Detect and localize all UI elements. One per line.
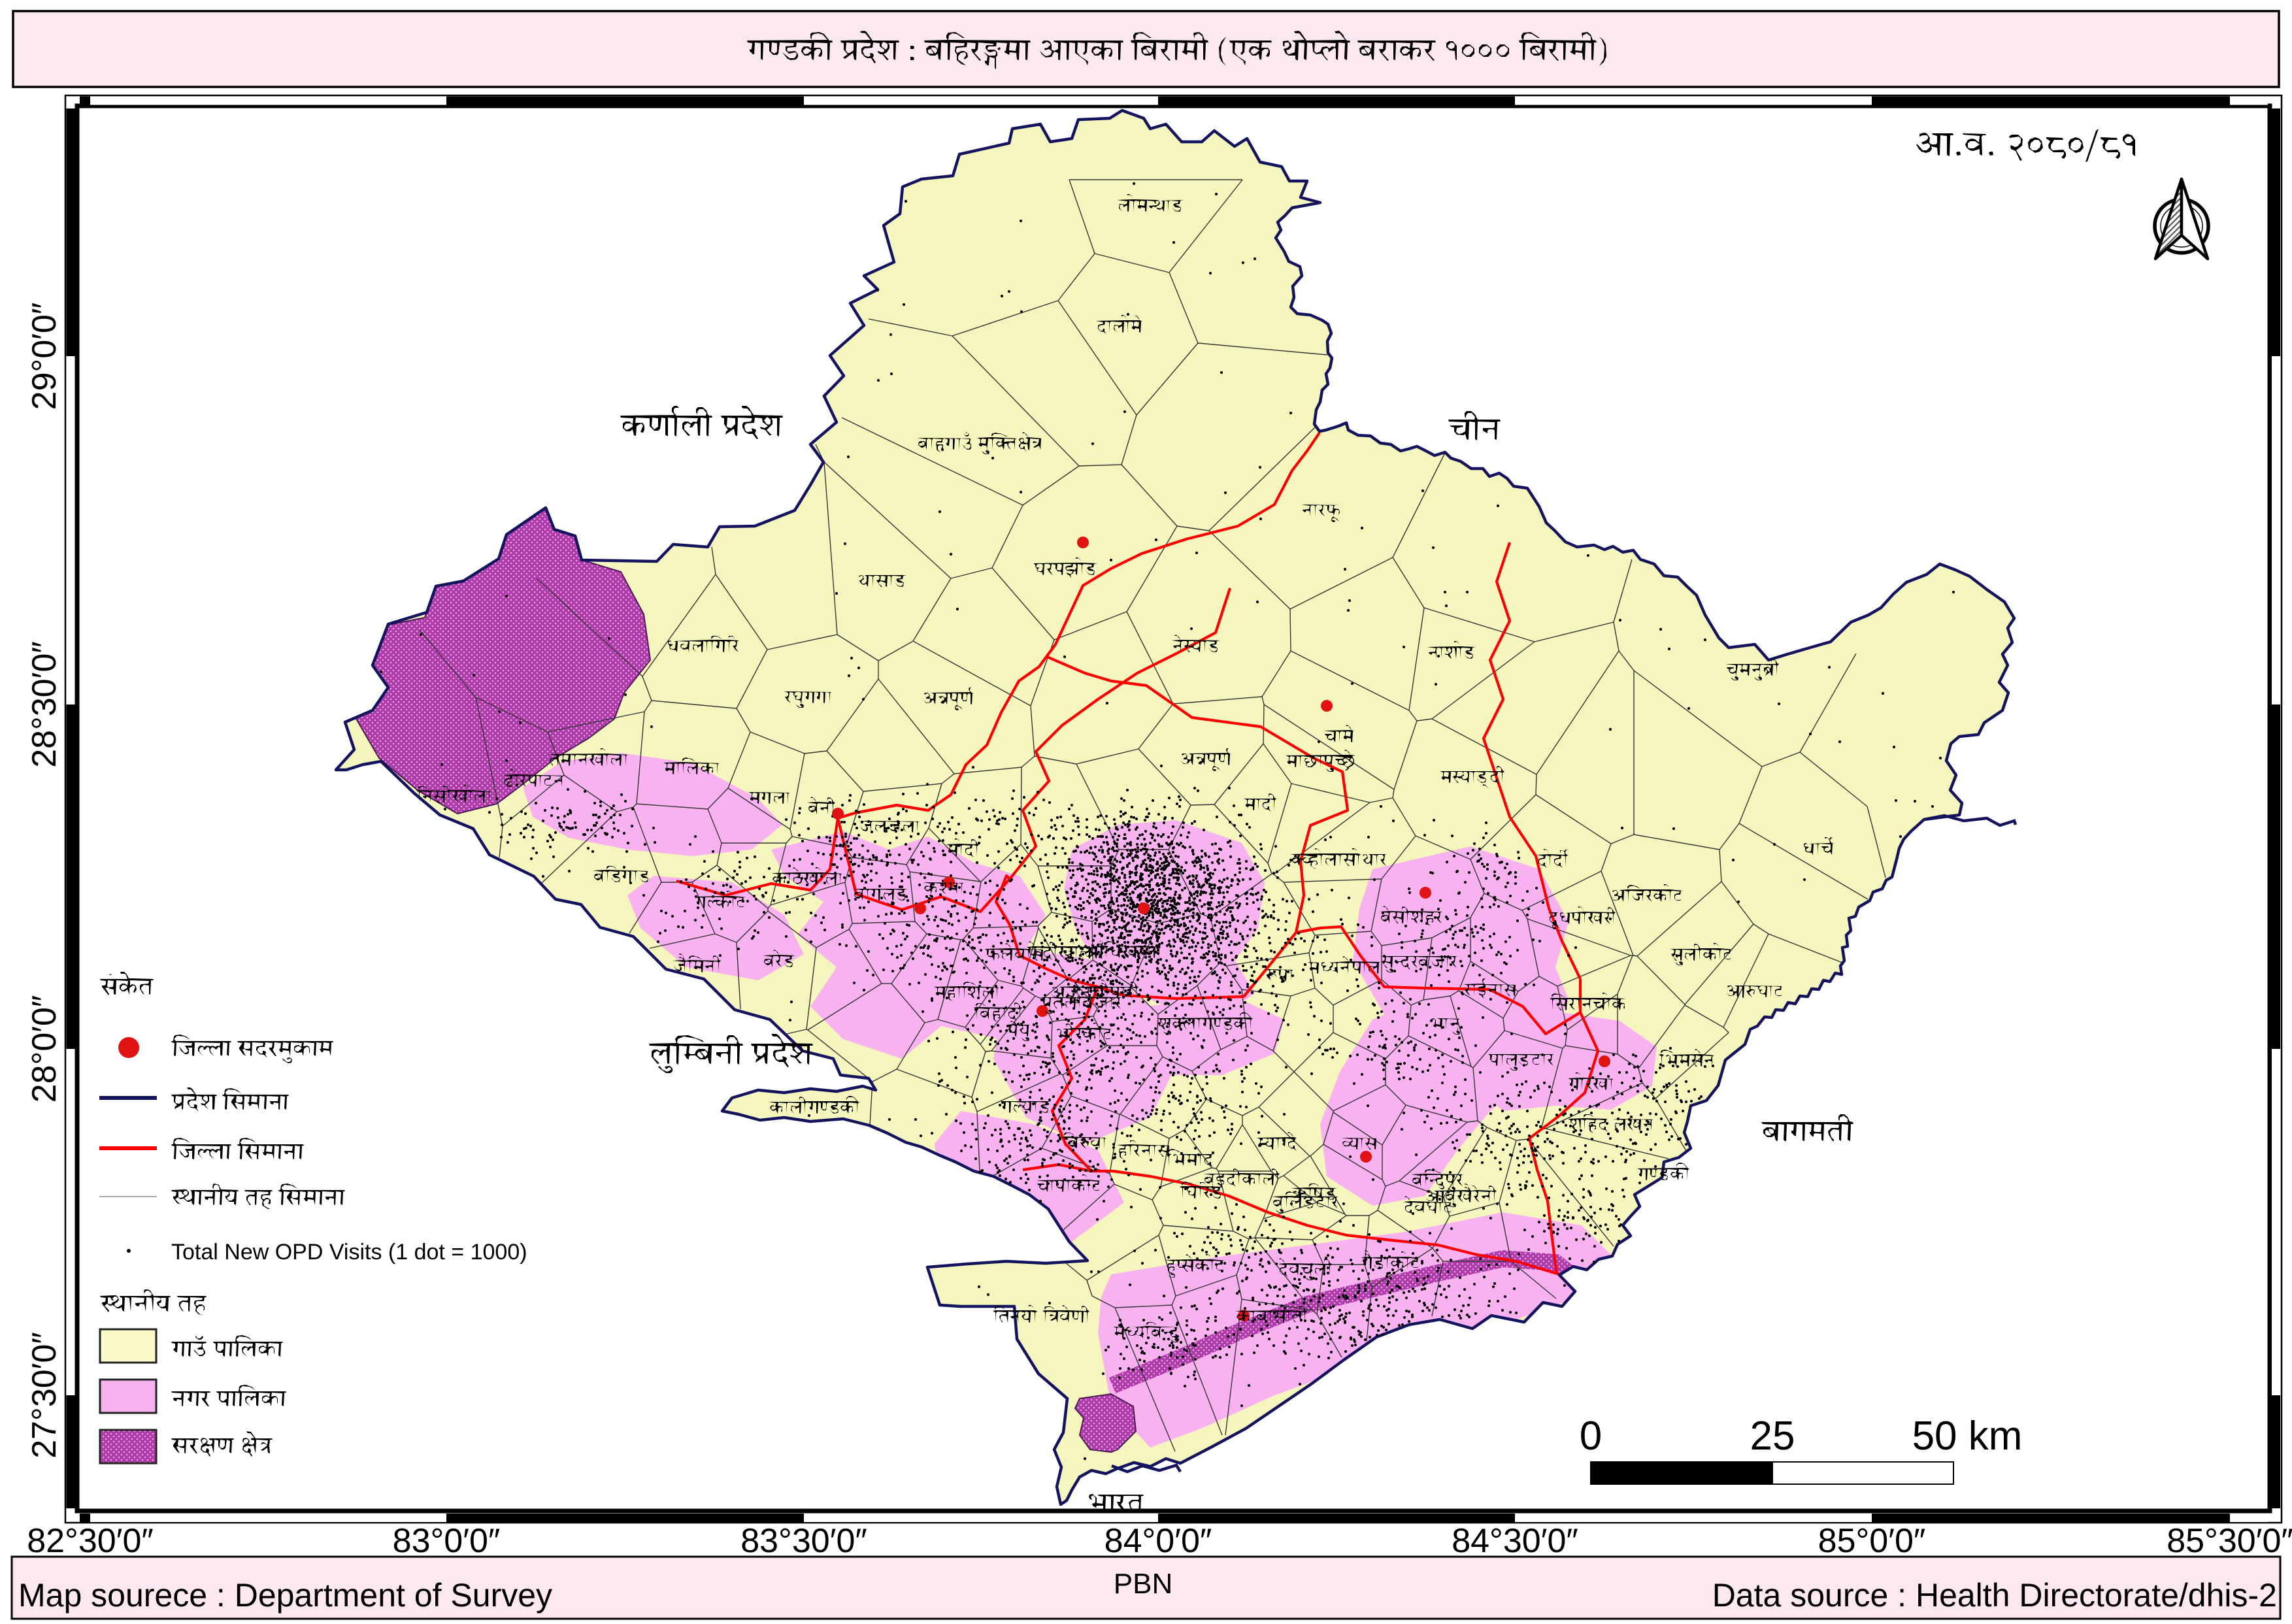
svg-text:84°0′0″: 84°0′0″ [1104, 1522, 1212, 1560]
svg-text:27°30′0″: 27°30′0″ [25, 1332, 63, 1459]
svg-text:Total New OPD Visits (1 dot =: Total New OPD Visits (1 dot = 1000) [171, 1240, 527, 1265]
svg-text:85°0′0″: 85°0′0″ [1818, 1522, 1926, 1560]
svg-text:83°0′0″: 83°0′0″ [393, 1522, 501, 1560]
svg-text:83°30′0″: 83°30′0″ [740, 1522, 867, 1560]
svg-text:Data source : Health Directora: Data source : Health Directorate/dhis-2 [1712, 1577, 2277, 1614]
svg-text:85°30′0″: 85°30′0″ [2167, 1522, 2292, 1560]
svg-text:25: 25 [1750, 1414, 1795, 1459]
svg-text:84°30′0″: 84°30′0″ [1452, 1522, 1578, 1560]
svg-text:50 km: 50 km [1912, 1414, 2023, 1459]
svg-text:82°30′0″: 82°30′0″ [27, 1522, 154, 1560]
svg-text:29°0′0″: 29°0′0″ [25, 303, 63, 410]
svg-text:Map sourece : Department of Su: Map sourece : Department of Survey [18, 1577, 552, 1614]
svg-text:28°0′0″: 28°0′0″ [25, 995, 63, 1103]
svg-text:0: 0 [1580, 1414, 1602, 1459]
svg-text:PBN: PBN [1114, 1568, 1172, 1600]
svg-text:28°30′0″: 28°30′0″ [25, 641, 63, 768]
